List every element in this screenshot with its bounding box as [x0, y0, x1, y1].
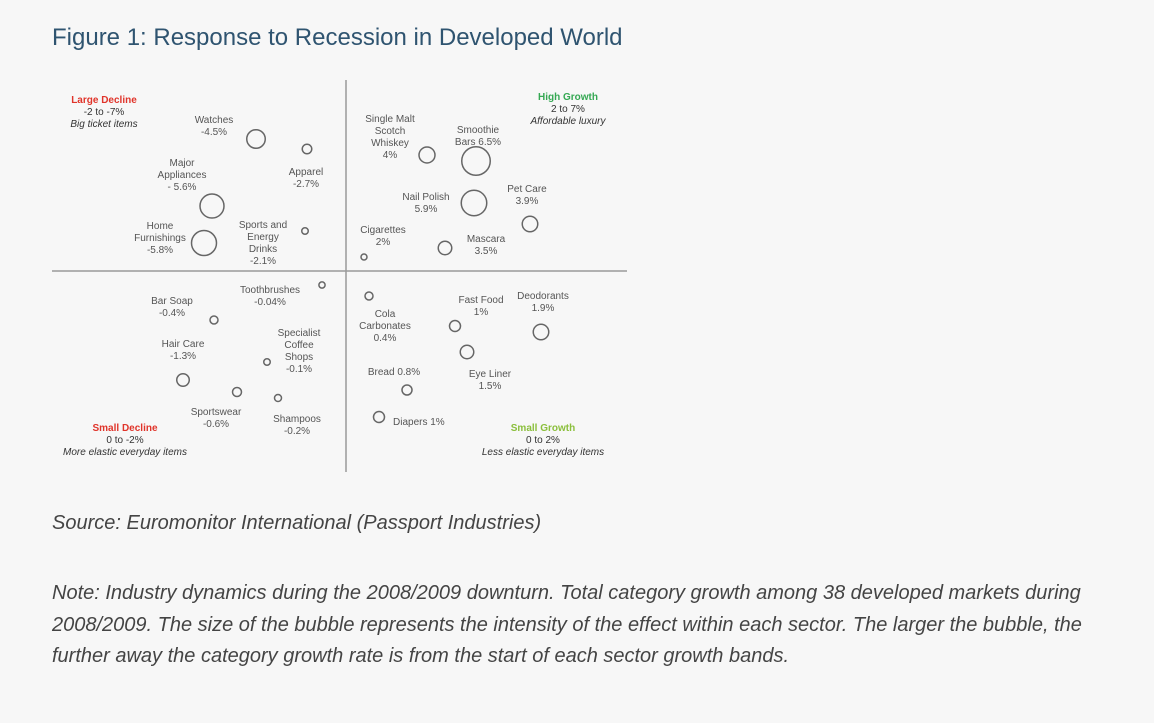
bubble-apparel: [301, 143, 313, 155]
bubble-label-fast-food: Fast Food 1%: [458, 295, 503, 318]
bubble-label-sports-and: Sports and Energy Drinks -2.1%: [239, 220, 287, 267]
bubble-label-apparel: Apparel -2.7%: [289, 167, 323, 190]
bubble-label-sportswear: Sportswear -0.6%: [191, 407, 242, 430]
bubble-mascara: [437, 240, 453, 256]
bubble-label-watches: Watches -4.5%: [195, 115, 234, 138]
bubble-label-specialist: Specialist Coffee Shops -0.1%: [278, 328, 321, 375]
bubble-label-cola: Cola Carbonates 0.4%: [359, 309, 411, 344]
bubble-single-malt: [418, 146, 436, 164]
source-text: Source: Euromonitor International (Passp…: [52, 512, 542, 534]
quadrant-range-small-decline: 0 to -2%: [106, 435, 143, 446]
bubble-label-shampoos: Shampoos -0.2%: [273, 414, 321, 437]
bubble-label-mascara: Mascara 3.5%: [467, 234, 506, 257]
quadrant-desc-large-decline: Big ticket items: [70, 119, 137, 130]
bubble-label-toothbrushes: Toothbrushes -0.04%: [240, 285, 300, 308]
quadrant-name-large-decline: Large Decline: [71, 95, 137, 106]
bubble-shampoos: [273, 393, 283, 403]
bubble-label-bar-soap: Bar Soap -0.4%: [151, 296, 193, 319]
bubble-smoothie: [461, 146, 491, 176]
quadrant-range-small-growth: 0 to 2%: [526, 435, 560, 446]
quadrant-name-high-growth: High Growth: [538, 92, 598, 103]
bubble-bar-soap: [209, 315, 219, 325]
bubble-chart: Large Decline-2 to -7%Big ticket items Hi…: [52, 80, 627, 472]
bubble-fast-food: [448, 319, 462, 333]
bubble-specialist: [263, 358, 271, 366]
bubble-sports-and: [301, 227, 309, 235]
bubble-hair-care: [176, 373, 190, 387]
bubble-label-hair-care: Hair Care -1.3%: [162, 339, 205, 362]
bubble-deodorants: [532, 323, 550, 341]
bubble-label-pet-care: Pet Care 3.9%: [507, 184, 547, 207]
bubble-major: [199, 193, 225, 219]
note-text: Note: Industry dynamics during the 2008/…: [52, 582, 1082, 667]
bubble-nail-polish: [460, 189, 488, 217]
bubble-label-single-malt: Single Malt Scotch Whiskey 4%: [365, 114, 415, 161]
quadrant-desc-small-growth: Less elastic everyday items: [482, 447, 604, 458]
quadrant-name-small-growth: Small Growth: [511, 423, 575, 434]
bubble-label-eye-liner: Eye Liner 1.5%: [469, 369, 512, 392]
bubble-pet-care: [521, 215, 539, 233]
bubble-label-diapers-1: Diapers 1%: [393, 417, 445, 428]
figure-title: Figure 1: Response to Recession in Devel…: [52, 24, 623, 51]
quadrant-range-high-growth: 2 to 7%: [551, 104, 585, 115]
bubble-toothbrushes: [318, 281, 326, 289]
bubble-eye-liner: [459, 344, 475, 360]
bubble-label-home: Home Furnishings -5.8%: [134, 221, 186, 256]
bubble-label-bread-0-8: Bread 0.8%: [368, 367, 420, 378]
bubble-label-smoothie: Smoothie Bars 6.5%: [455, 125, 501, 148]
bubble-cola: [364, 291, 374, 301]
bubble-label-nail-polish: Nail Polish 5.9%: [402, 192, 449, 215]
quadrant-range-large-decline: -2 to -7%: [84, 107, 125, 118]
quadrant-desc-small-decline: More elastic everyday items: [63, 447, 187, 458]
bubble-watches: [246, 129, 266, 149]
bubble-bread-0-8: [401, 384, 413, 396]
bubble-label-deodorants: Deodorants 1.9%: [517, 291, 569, 314]
bubble-home: [190, 229, 218, 257]
bubble-label-major: Major Appliances - 5.6%: [158, 158, 207, 193]
bubble-label-cigarettes: Cigarettes 2%: [360, 225, 406, 248]
bubble-cigarettes: [360, 253, 368, 261]
quadrant-desc-high-growth: Affordable luxury: [529, 116, 606, 127]
bubble-sportswear: [231, 386, 243, 398]
quadrant-name-small-decline: Small Decline: [92, 423, 157, 434]
bubble-diapers-1: [372, 410, 386, 424]
